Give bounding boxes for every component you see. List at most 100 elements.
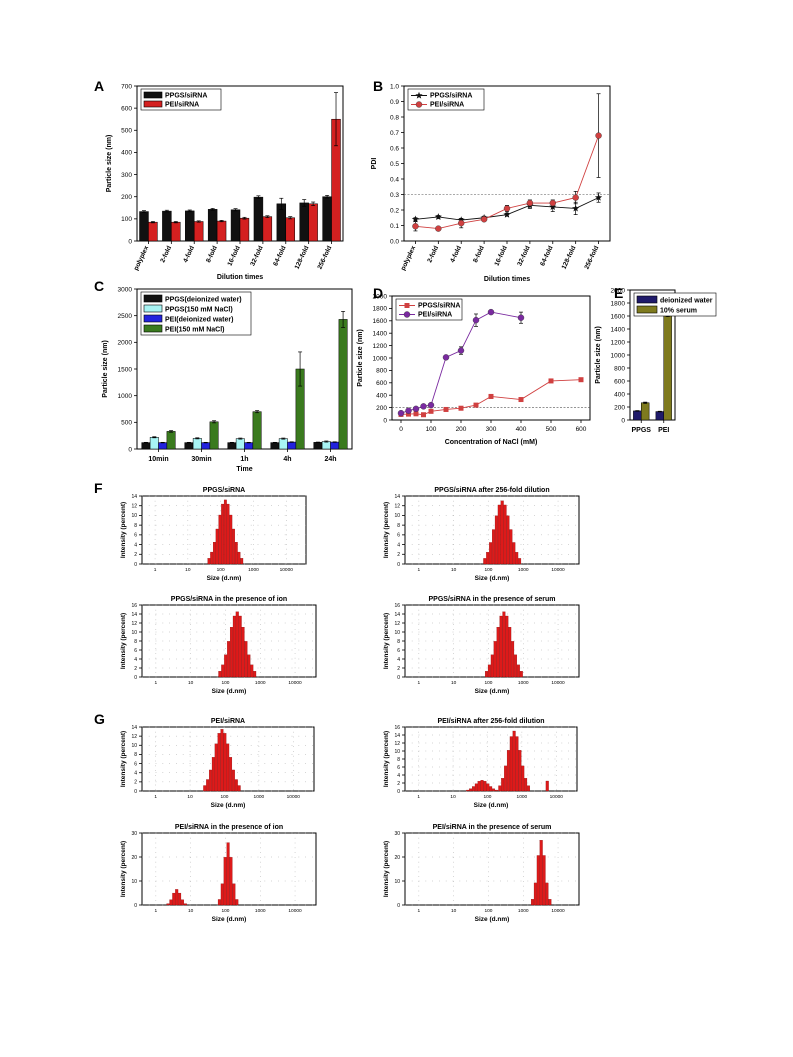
histogram-bar: [220, 883, 224, 906]
x-tick-label: 256-fold: [583, 245, 600, 271]
y-tick-label: 6: [134, 648, 137, 654]
histogram-bar: [498, 785, 502, 792]
y-tick-label: 2500: [118, 313, 133, 320]
y-tick-label: 16: [131, 603, 137, 609]
histogram-bar: [466, 789, 470, 792]
y-tick-label: 0.7: [390, 130, 399, 137]
legend-label: PPGS(150 mM NaCl): [165, 307, 233, 314]
y-tick-label: 1.0: [390, 83, 399, 90]
bar: [322, 196, 332, 242]
y-tick-label: 400: [376, 392, 387, 399]
x-tick-label: 100: [220, 794, 228, 800]
histogram-g1: 0 2 4 6 8 10 12 14 Intensity (percent) Size (d.nm…: [120, 718, 315, 809]
x-tick-label: 200: [456, 426, 467, 433]
data-point: [443, 406, 449, 412]
x-tick-label: 10000: [551, 908, 565, 914]
x-tick-label: 1: [155, 908, 158, 914]
y-tick-label: 300: [121, 172, 132, 179]
histogram-bar: [237, 785, 241, 792]
x-tick-label: 10000: [288, 908, 302, 914]
bar: [287, 441, 297, 450]
data-point: [526, 199, 534, 207]
bar: [192, 438, 202, 450]
histogram-bar: [489, 542, 493, 565]
histogram-title: PEI/siRNA: [211, 718, 245, 725]
y-tick-label: 0: [134, 903, 137, 909]
x-axis-title: Concentration of NaCl (mM): [445, 439, 538, 446]
histogram-bar: [483, 781, 487, 792]
histogram-bar: [472, 786, 475, 792]
data-point: [549, 203, 557, 210]
histogram-bar: [226, 503, 230, 565]
y-tick-label: 0.9: [390, 99, 399, 106]
x-tick-label: 0: [399, 426, 403, 433]
bar: [139, 211, 149, 242]
histogram-bar: [515, 736, 519, 792]
y-axis-title: Intensity (percent): [383, 841, 390, 897]
x-tick-label: 1000: [518, 567, 529, 573]
bar: [230, 209, 241, 242]
x-tick-label: 100: [484, 908, 492, 914]
y-tick-label: 10: [131, 879, 137, 885]
y-tick-label: 10: [394, 749, 400, 755]
bar: [227, 442, 237, 450]
histogram-bar: [175, 889, 179, 906]
x-tick-label: 1000: [255, 680, 266, 686]
bar: [158, 442, 168, 450]
legend-label: PEI/siRNA: [418, 312, 452, 319]
histogram-bar: [210, 551, 214, 565]
y-axis-title: Particle size (nm): [595, 326, 602, 384]
data-point: [411, 215, 420, 223]
histogram-bar: [223, 857, 227, 906]
histogram-bar: [539, 840, 543, 906]
histogram-bar: [511, 641, 515, 678]
bar: [216, 220, 227, 242]
x-tick-label: 1000: [254, 794, 265, 800]
histogram-bar: [497, 504, 501, 565]
y-tick-label: 20: [394, 855, 400, 861]
histogram-bar: [234, 779, 238, 792]
x-tick-label: 10: [451, 567, 457, 573]
bar: [207, 209, 218, 242]
x-tick-label: 1000: [255, 908, 266, 914]
histogram-bar: [486, 783, 490, 792]
histogram-bar: [229, 757, 233, 792]
x-tick-label: 2-fold: [426, 245, 440, 264]
y-tick-label: 8: [134, 752, 137, 758]
y-tick-label: 1400: [611, 326, 626, 333]
y-tick-label: 4: [397, 773, 400, 779]
legend-marker: [403, 311, 411, 318]
histogram-bar: [489, 786, 493, 792]
y-tick-label: 0: [397, 903, 400, 909]
histogram-bar: [527, 785, 530, 792]
histogram-bar: [213, 542, 216, 565]
histogram-bar: [166, 903, 170, 906]
panel-label-g: G: [94, 711, 105, 727]
x-tick-label: PPGS: [632, 427, 652, 434]
y-tick-label: 12: [131, 621, 137, 627]
histogram-bar: [499, 615, 503, 678]
y-tick-label: 4: [397, 657, 400, 663]
y-axis-title: Particle size (nm): [102, 340, 109, 398]
y-tick-label: 10: [394, 879, 400, 885]
data-point: [473, 402, 479, 408]
y-tick-label: 2: [397, 781, 400, 787]
data-point: [518, 397, 524, 403]
y-tick-label: 4: [134, 657, 137, 663]
x-tick-label: 10000: [287, 794, 301, 800]
legend-swatch: [636, 305, 658, 314]
y-axis-title: Intensity (percent): [120, 841, 127, 897]
x-tick-label: 100: [484, 680, 492, 686]
bar: [201, 442, 211, 450]
histogram-bar: [232, 528, 235, 565]
x-tick-label: 32-fold: [516, 245, 531, 267]
histogram-title: PPGS/siRNA after 256-fold dilution: [434, 487, 549, 494]
histogram-bar: [533, 882, 537, 906]
histogram-bar: [241, 627, 245, 678]
x-tick-label: 100: [221, 680, 229, 686]
y-tick-label: 800: [614, 365, 625, 372]
y-tick-label: 30: [131, 831, 137, 837]
x-tick-label: 64-fold: [272, 245, 287, 267]
histogram-bar: [244, 641, 248, 678]
x-tick-label: 1000: [518, 680, 529, 686]
